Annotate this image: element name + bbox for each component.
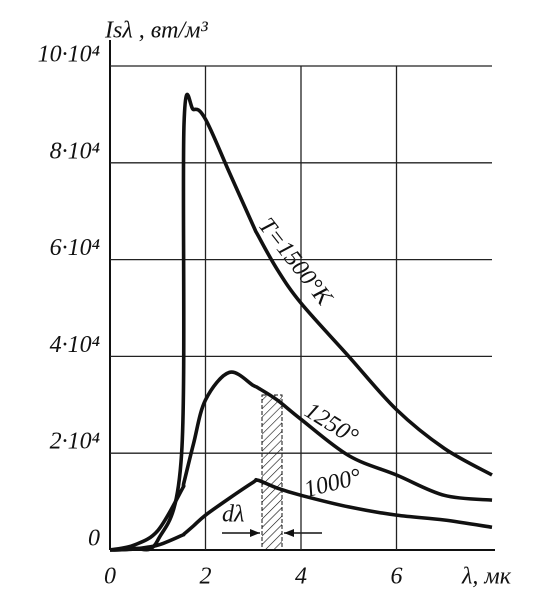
x-tick-label: 0 — [104, 564, 116, 590]
d-lambda-strip — [261, 394, 283, 551]
chart-title: Isλ , вт/м³ — [104, 18, 208, 44]
x-tick-label: 2 — [200, 564, 212, 590]
arrow-head — [250, 529, 260, 537]
arrow-head — [284, 529, 294, 537]
y-tick-label: 2·10⁴ — [50, 429, 100, 455]
series-line — [109, 477, 493, 552]
y-tick-label: 6·10⁴ — [50, 235, 100, 261]
annotation: dλ — [222, 502, 244, 528]
y-tick-label: 4·10⁴ — [50, 332, 100, 358]
x-tick-label: 6 — [391, 564, 403, 590]
x-axis-label: λ, мк — [461, 564, 512, 590]
series-line — [109, 370, 493, 552]
y-tick-label: 10·10⁴ — [38, 42, 100, 68]
y-tick-label: 8·10⁴ — [50, 138, 100, 164]
x-tick-label: 4 — [295, 564, 307, 590]
y-tick-label: 0 — [88, 526, 100, 552]
